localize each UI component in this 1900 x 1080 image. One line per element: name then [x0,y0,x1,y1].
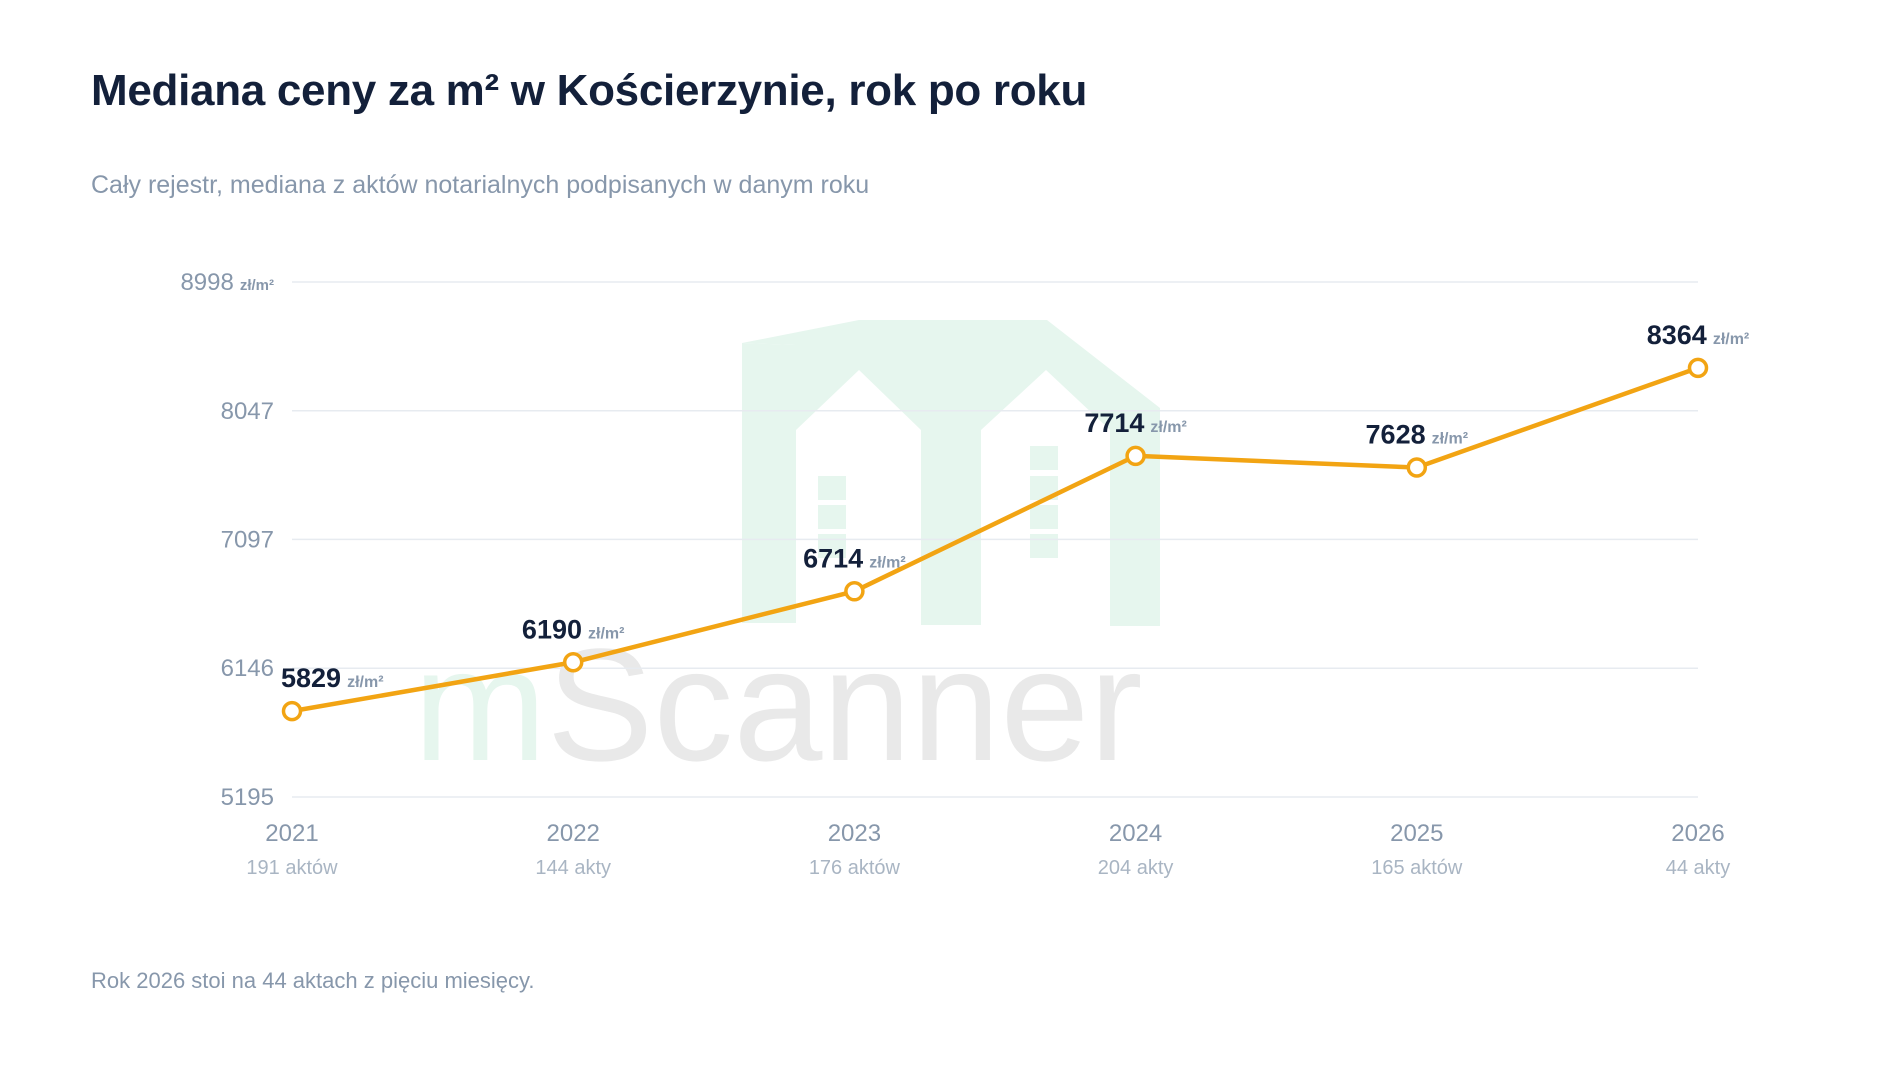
data-labels: 5829 zł/m² 6190 zł/m² 6714 zł/m² 7714 zł/m² 7628… [281,320,1749,693]
x-tick-sublabel: 144 akty [535,857,611,879]
y-tick-label: 5195 [221,784,274,811]
x-tick-label: 2025 [1390,820,1443,847]
footnote: Rok 2026 stoi na 44 aktach z pięciu mies… [91,968,535,993]
x-tick-sublabel: 165 aktów [1371,857,1463,879]
x-tick-label: 2021 [265,820,318,847]
x-axis: 2021 191 aktów 2022 144 akty 2023 176 aktów 20… [246,820,1730,879]
data-point[interactable] [562,652,584,673]
x-tick-label: 2026 [1671,820,1724,847]
x-tick-sublabel: 204 akty [1098,857,1174,879]
data-label: 6190 zł/m² [522,614,625,644]
x-tick-sublabel: 44 akty [1666,857,1730,879]
data-point[interactable] [1687,357,1709,379]
x-tick-sublabel: 176 aktów [809,857,901,879]
data-label: 7714 zł/m² [1084,408,1187,438]
y-axis: 5195 6146 7097 8047 8998 zł/m² [180,269,274,811]
data-label: 5829 zł/m² [281,663,384,693]
mscanner-watermark: mScanner [413,320,1160,794]
y-tick-label: 8998 zł/m² [180,269,274,296]
data-point[interactable] [844,581,865,602]
y-tick-label: 7097 [221,526,274,553]
chart-subtitle: Cały rejestr, mediana z aktów notarialny… [91,171,870,199]
series-line [289,365,1701,714]
data-point[interactable] [1406,457,1428,478]
y-tick-label: 6146 [221,655,274,682]
data-point[interactable] [1125,445,1146,467]
x-tick-sublabel: 191 aktów [246,857,338,879]
data-point[interactable] [281,700,303,722]
data-label: 8364 zł/m² [1647,320,1750,350]
chart-title: Mediana ceny za m² w Kościerzynie, rok p… [91,66,1088,115]
x-tick-label: 2022 [547,820,600,847]
house-logo-icon [742,320,1160,626]
x-tick-label: 2024 [1109,820,1162,847]
data-label: 6714 zł/m² [803,543,906,573]
y-tick-label: 8047 [221,398,274,425]
data-label: 7628 zł/m² [1366,420,1469,450]
series-median-price [281,357,1709,722]
x-tick-label: 2023 [828,820,881,847]
